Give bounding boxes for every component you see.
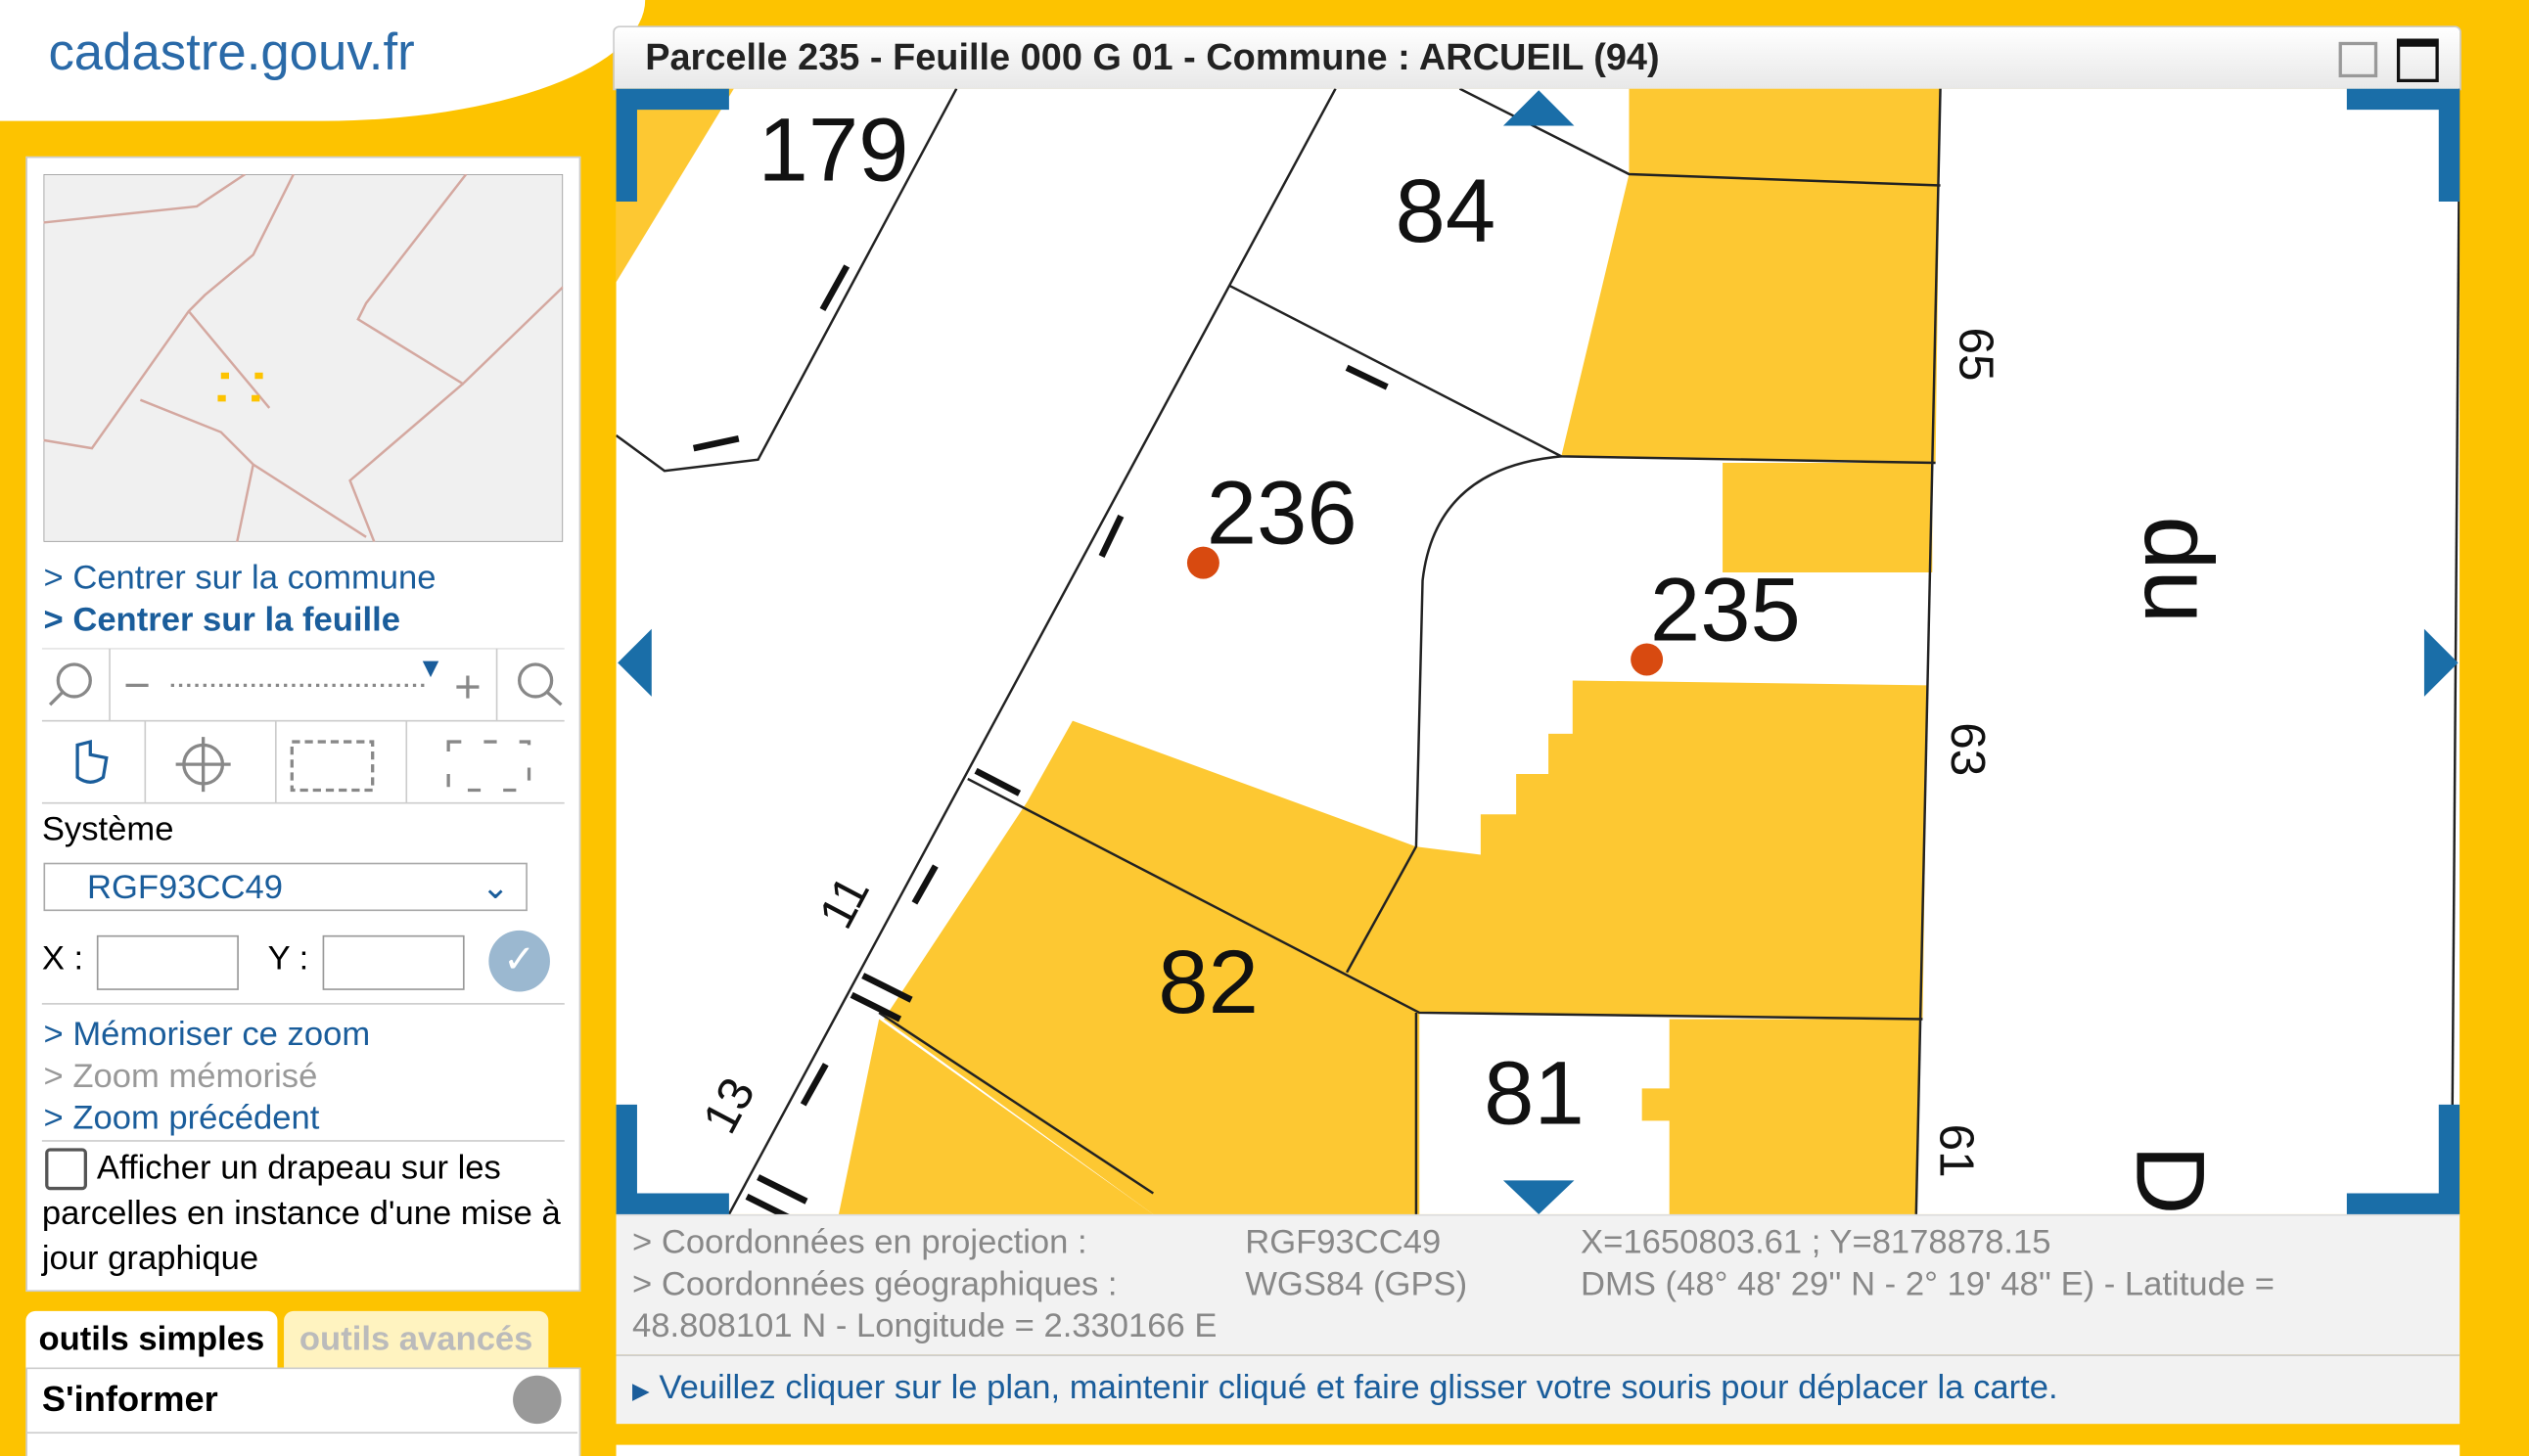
hint: ▶ Veuillez cliquer sur le plan, mainteni… (632, 1369, 2058, 1407)
system-select[interactable]: RGF93CC49 ⌄ (43, 862, 528, 912)
tool-arrow[interactable] (513, 1375, 562, 1425)
maximize-button[interactable] (2396, 38, 2439, 83)
x-label: X : (41, 939, 84, 978)
link[interactable]: > Centrer sur la feuille (43, 601, 400, 639)
street-number: 61 (1930, 1124, 1984, 1178)
status-label: > Coordonnées en projection : (632, 1223, 1087, 1261)
checkbox[interactable] (45, 1148, 87, 1191)
logo[interactable]: cadastre.gouv.fr (48, 23, 415, 81)
status-system: WGS84 (GPS) (1245, 1265, 1468, 1303)
parcel-label: 236 (1207, 461, 1357, 563)
coordinates: > Coordonnées en projection : RGF93CC49 X=… (632, 1222, 2390, 1348)
window-titlebar (613, 25, 2461, 91)
x-input[interactable] (96, 934, 239, 990)
status-value: X=1650803.61 ; Y=8178878.15 (1581, 1223, 2051, 1261)
link[interactable]: > Zoom précédent (43, 1099, 320, 1137)
street-name: D (2117, 1145, 2226, 1214)
status-label: > Coordonnées géographiques : (632, 1265, 1118, 1303)
link[interactable]: > Mémoriser ce zoom (43, 1016, 371, 1054)
tab[interactable]: outils avancés (284, 1310, 549, 1368)
overview-map[interactable] (43, 173, 564, 542)
status-system: RGF93CC49 (1245, 1223, 1442, 1261)
street-name: du (2125, 516, 2233, 623)
toolbar (41, 648, 565, 804)
restore-button[interactable] (2338, 41, 2378, 78)
street-number: 63 (1941, 722, 1995, 776)
window-title: Parcelle 235 - Feuille 000 G 01 - Commun… (645, 35, 1660, 78)
tool[interactable]: S'informer (41, 1379, 218, 1420)
hint-text: Veuillez cliquer sur le plan, maintenir … (659, 1369, 2058, 1407)
select-value: RGF93CC49 (86, 869, 284, 907)
map[interactable]: 179 84 236 235 82 81 65 63 61 11 13 du D (616, 88, 2460, 1214)
parcel-label: 84 (1396, 159, 1496, 261)
y-input[interactable] (322, 934, 465, 990)
status-area (616, 1213, 2460, 1355)
checkbox-label: Afficher un drapeau sur les parcelles en… (41, 1150, 561, 1278)
link[interactable]: > Centrer sur la commune (43, 559, 437, 597)
link: > Zoom mémorisé (43, 1058, 318, 1095)
parcel-label: 179 (759, 99, 909, 201)
parcel-label: 235 (1650, 558, 1801, 660)
validate-button[interactable]: ✓ (488, 930, 550, 992)
tab[interactable]: outils simples (25, 1310, 278, 1368)
parcel-label: 82 (1158, 931, 1259, 1032)
tools-panel (25, 1367, 581, 1456)
hint-bar (616, 1354, 2460, 1425)
street-number: 65 (1949, 328, 2002, 382)
parcel-label: 81 (1484, 1042, 1585, 1144)
lower-panel (616, 1444, 2460, 1456)
y-label: Y : (267, 939, 309, 978)
system-label: Système (41, 810, 174, 848)
status-value: DMS (48° 48' 29'' N - 2° 19' 48'' E) - L… (632, 1265, 2275, 1345)
